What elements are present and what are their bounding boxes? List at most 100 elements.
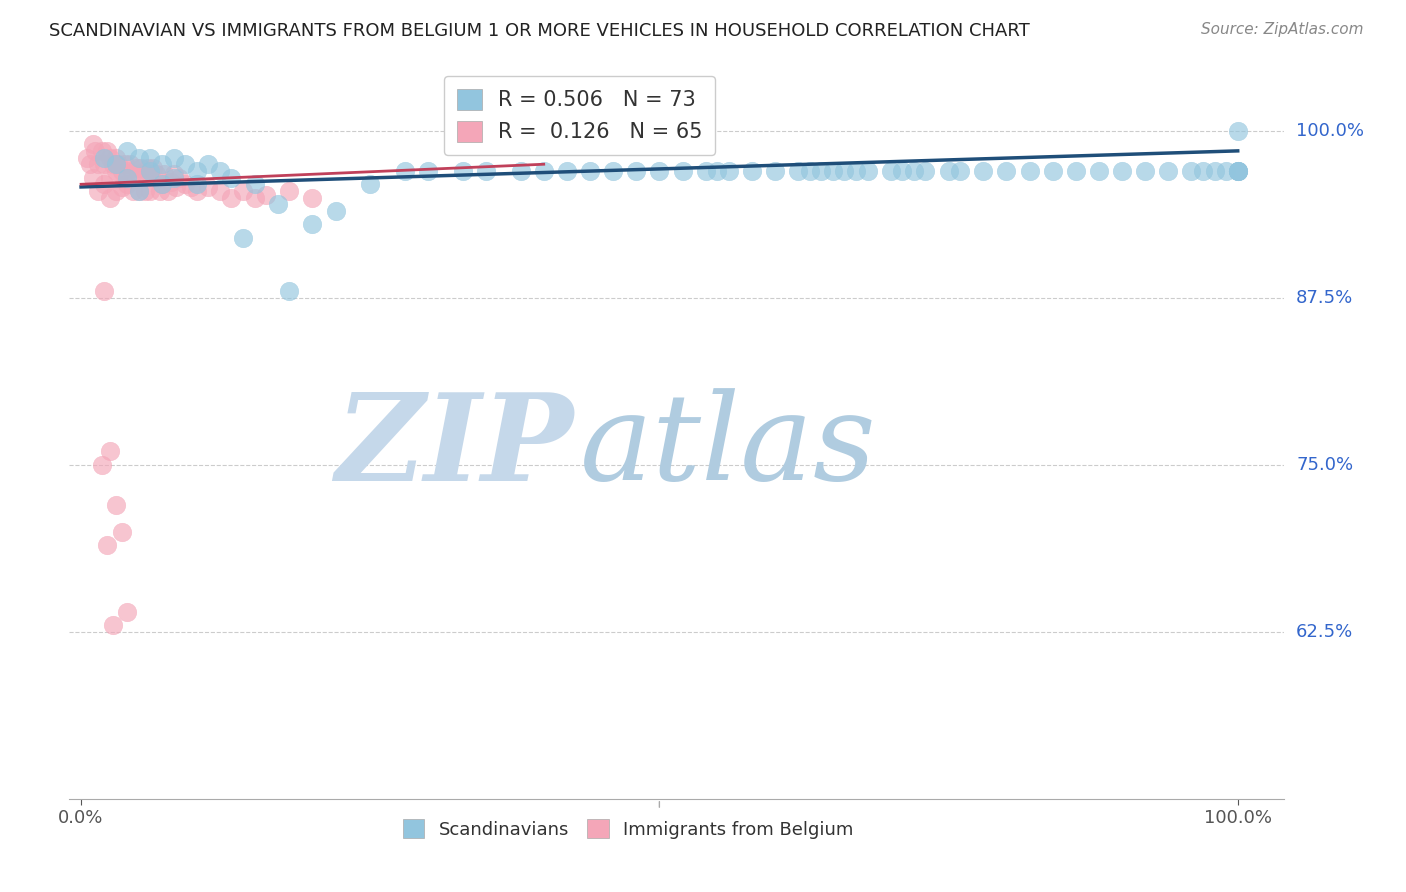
Point <box>579 164 602 178</box>
Point <box>174 157 197 171</box>
Point <box>82 170 104 185</box>
Text: 75.0%: 75.0% <box>1296 456 1353 474</box>
Point <box>695 164 717 178</box>
Point <box>1215 164 1237 178</box>
Point <box>96 538 118 552</box>
Point <box>1064 164 1087 178</box>
Point <box>128 184 150 198</box>
Point <box>145 167 167 181</box>
Point <box>451 164 474 178</box>
Point <box>90 458 112 472</box>
Point <box>533 164 555 178</box>
Text: Source: ZipAtlas.com: Source: ZipAtlas.com <box>1201 22 1364 37</box>
Point <box>104 151 127 165</box>
Point <box>149 184 172 198</box>
Point <box>150 178 173 192</box>
Point <box>110 164 132 178</box>
Point <box>1018 164 1040 178</box>
Point <box>139 164 162 178</box>
Point <box>267 197 290 211</box>
Point <box>741 164 763 178</box>
Point <box>122 184 145 198</box>
Point <box>110 180 132 194</box>
Legend: Scandinavians, Immigrants from Belgium: Scandinavians, Immigrants from Belgium <box>395 812 860 846</box>
Point <box>128 184 150 198</box>
Point <box>104 184 127 198</box>
Point <box>114 157 136 171</box>
Point <box>787 164 810 178</box>
Point <box>79 157 101 171</box>
Point <box>509 164 531 178</box>
Point <box>1042 164 1064 178</box>
Point <box>301 218 323 232</box>
Point <box>117 605 139 619</box>
Point <box>90 144 112 158</box>
Point <box>98 170 121 185</box>
Point <box>221 191 243 205</box>
Point <box>1226 164 1249 178</box>
Point <box>254 188 277 202</box>
Point <box>243 191 266 205</box>
Point <box>221 170 243 185</box>
Point <box>129 161 152 176</box>
Point <box>104 164 127 178</box>
Point <box>93 178 115 192</box>
Point <box>416 164 439 178</box>
Point <box>139 167 162 181</box>
Point <box>84 144 107 158</box>
Text: ZIP: ZIP <box>335 388 574 507</box>
Point <box>186 164 208 178</box>
Point <box>1204 164 1226 178</box>
Point <box>938 164 960 178</box>
Point <box>98 444 121 458</box>
Point <box>156 184 179 198</box>
Point <box>903 164 925 178</box>
Point <box>104 157 127 171</box>
Point <box>834 164 856 178</box>
Point <box>1226 164 1249 178</box>
Point <box>118 157 141 171</box>
Point <box>122 167 145 181</box>
Point <box>180 180 202 194</box>
Point <box>1088 164 1111 178</box>
Point <box>82 137 104 152</box>
Point <box>93 157 115 171</box>
Point <box>359 178 381 192</box>
Point <box>626 164 648 178</box>
Point <box>117 170 139 185</box>
Point <box>142 161 165 176</box>
Point <box>93 284 115 298</box>
Point <box>1226 164 1249 178</box>
Point <box>810 164 832 178</box>
Point <box>174 178 197 192</box>
Text: 62.5%: 62.5% <box>1296 623 1354 640</box>
Point <box>98 191 121 205</box>
Point <box>671 164 693 178</box>
Point <box>799 164 821 178</box>
Point <box>117 164 139 178</box>
Point <box>110 524 132 539</box>
Point <box>914 164 936 178</box>
Point <box>475 164 498 178</box>
Point <box>763 164 786 178</box>
Point <box>96 144 118 158</box>
Point <box>103 618 125 632</box>
Point <box>243 178 266 192</box>
Point <box>717 164 740 178</box>
Point <box>103 157 125 171</box>
Point <box>208 164 231 178</box>
Point <box>891 164 914 178</box>
Text: atlas: atlas <box>579 389 876 506</box>
Point <box>706 164 728 178</box>
Point <box>169 170 191 185</box>
Point <box>856 164 879 178</box>
Point <box>821 164 844 178</box>
Text: 100.0%: 100.0% <box>1296 122 1364 140</box>
Point <box>845 164 868 178</box>
Point <box>139 184 162 198</box>
Point <box>150 157 173 171</box>
Point <box>87 184 110 198</box>
Point <box>949 164 972 178</box>
Point <box>136 161 159 176</box>
Point <box>117 144 139 158</box>
